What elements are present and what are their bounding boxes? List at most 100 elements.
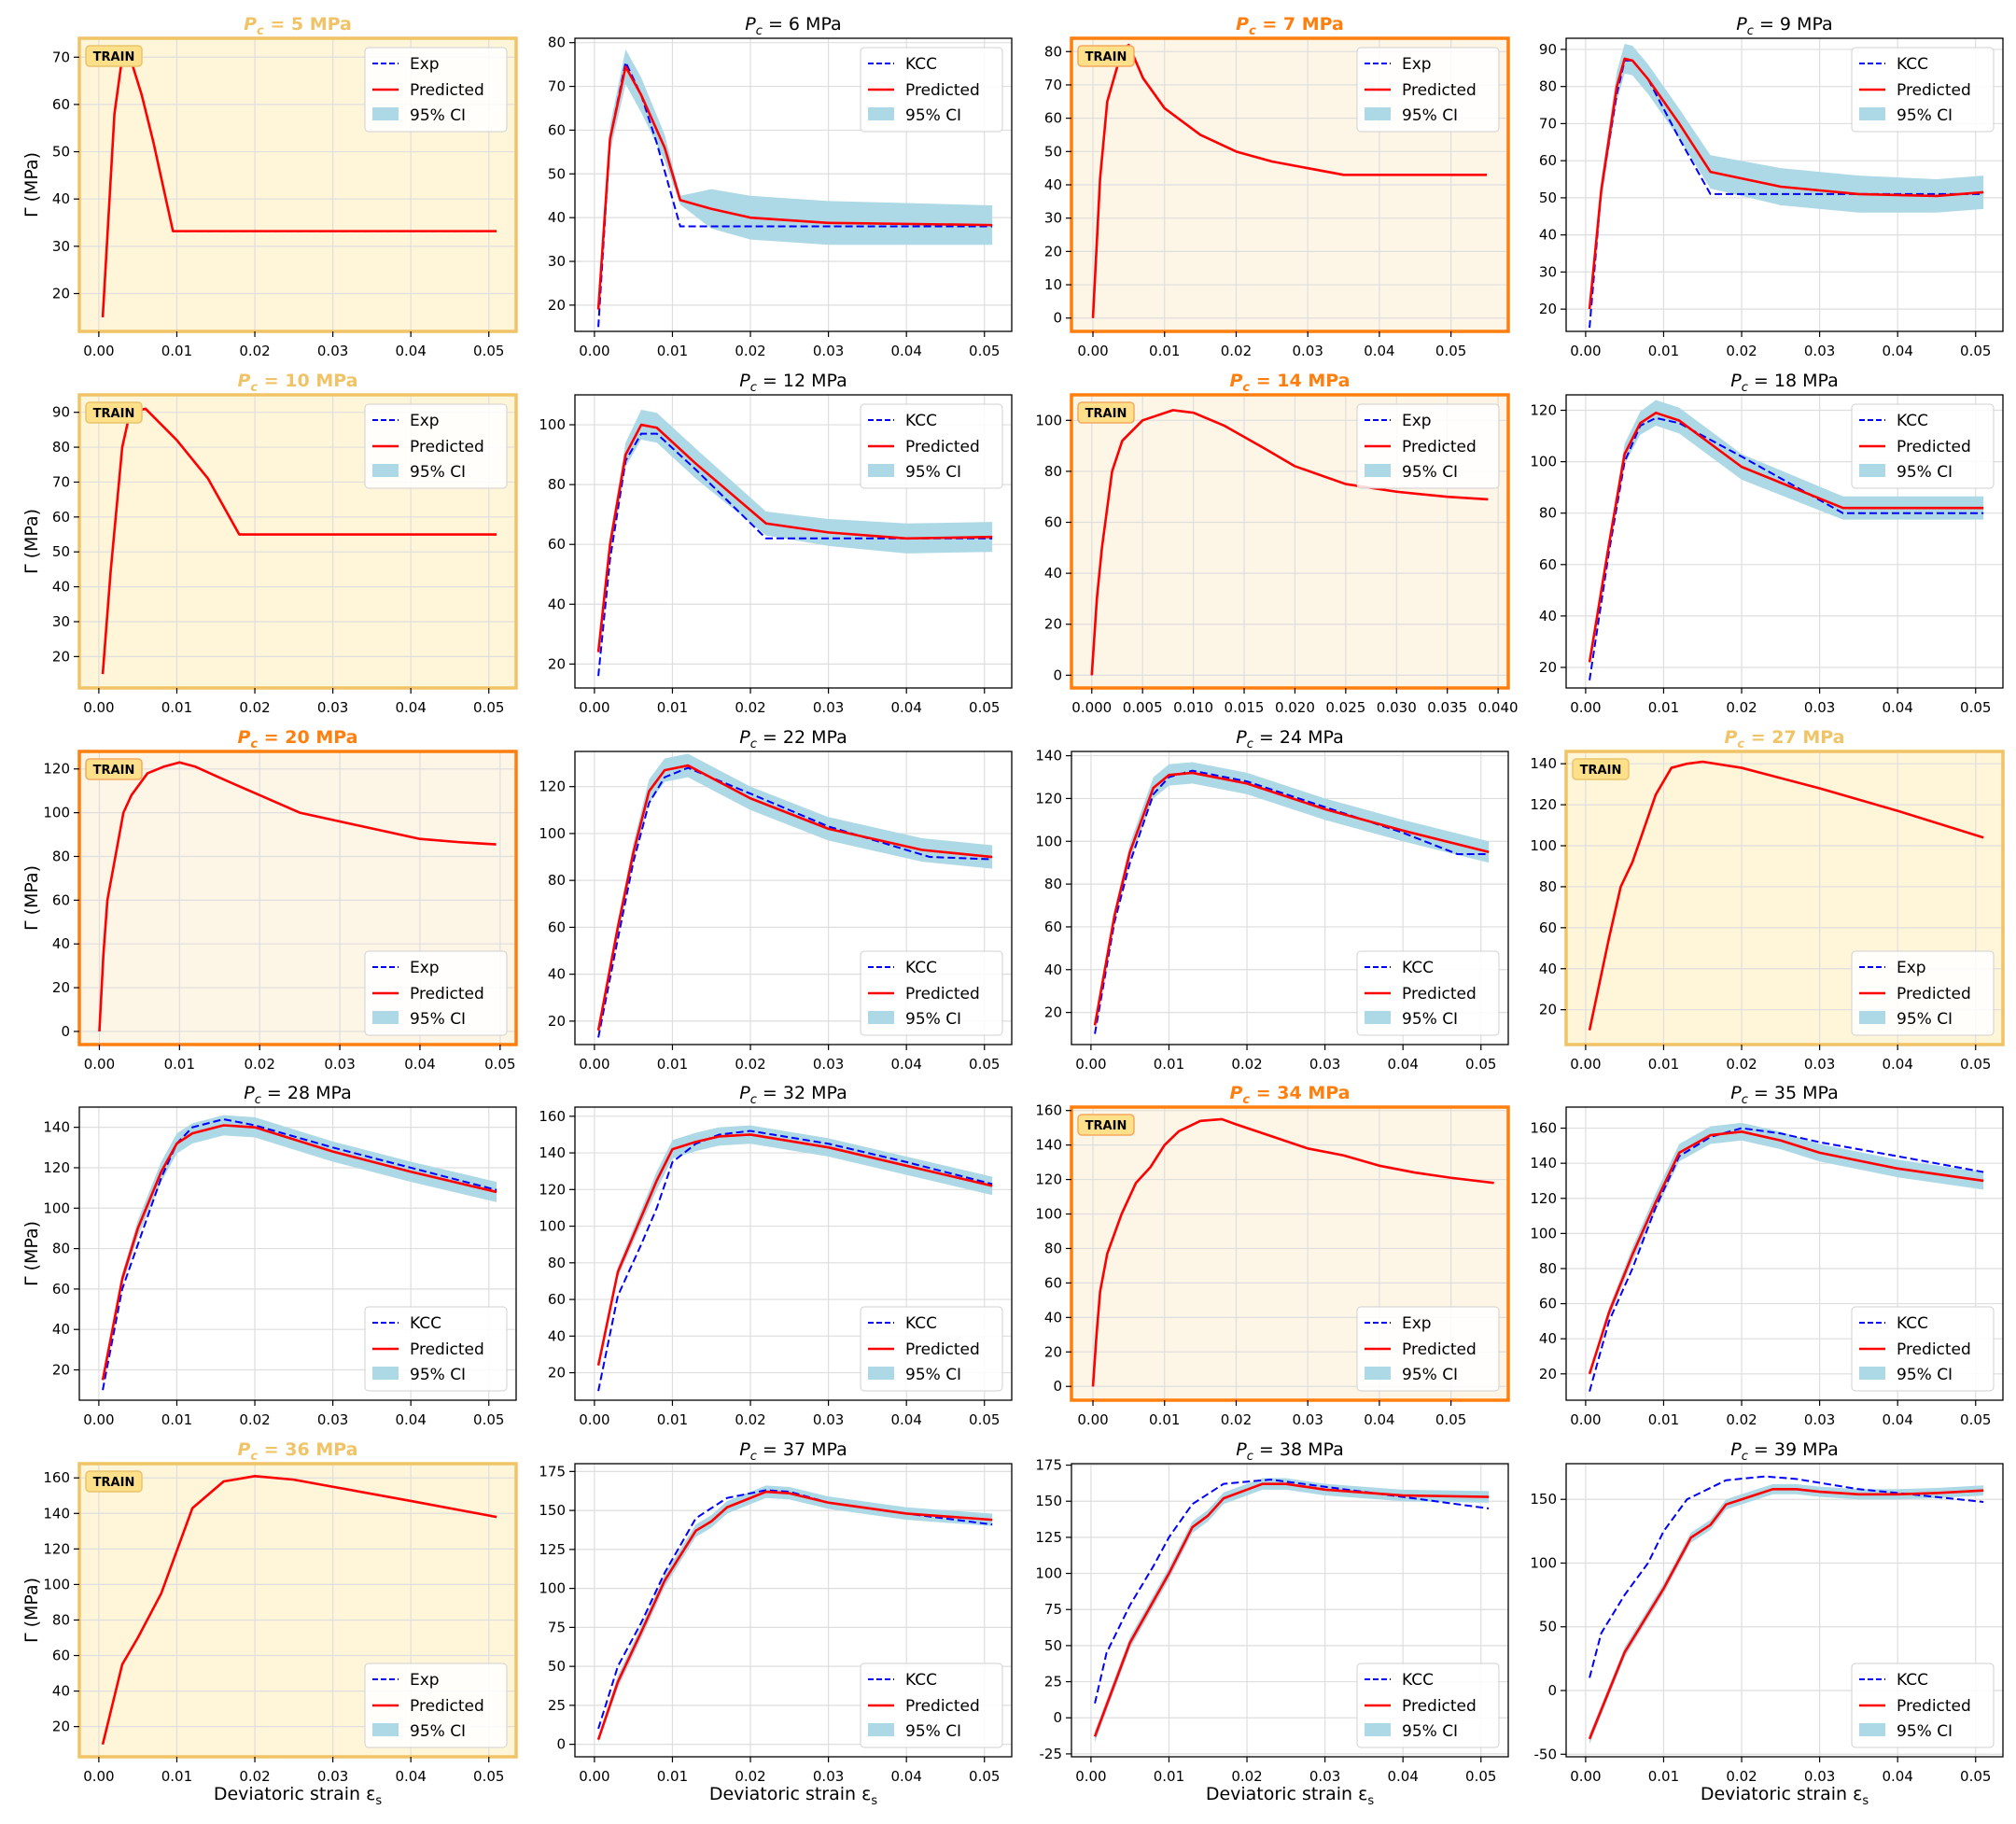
legend-ci-label: 95% CI — [905, 1366, 961, 1384]
x-tick-label: 0.02 — [735, 343, 765, 359]
x-tick-label: 0.04 — [395, 699, 426, 716]
title-subscript: c — [1249, 24, 1256, 38]
legend-ci-label: 95% CI — [905, 106, 961, 125]
y-tick-label: 20 — [52, 1362, 70, 1379]
title-symbol: P — [1236, 727, 1247, 748]
y-tick-label: 100 — [43, 805, 70, 821]
y-tick-label: 160 — [43, 1469, 70, 1486]
y-tick-label: 60 — [1539, 919, 1557, 936]
y-tick-label: 120 — [539, 779, 566, 795]
train-badge — [85, 45, 143, 67]
x-tick-label: 0.03 — [1804, 343, 1835, 359]
x-tick-label: 0.00 — [579, 1411, 609, 1428]
predicted-line — [101, 55, 497, 317]
legend-pred-label: Predicted — [1402, 1340, 1477, 1359]
legend-ci-swatch — [372, 1367, 399, 1380]
title-symbol: P — [1236, 1439, 1247, 1460]
y-tick-label: 70 — [548, 78, 566, 95]
y-tick-label: 20 — [1044, 1343, 1062, 1360]
exp-line — [597, 432, 993, 677]
legend-ci-label: 95% CI — [1402, 1722, 1458, 1741]
x-tick-label: 0.03 — [317, 699, 348, 716]
legend-exp-label: Exp — [1402, 55, 1432, 74]
legend-exp-label: KCC — [1897, 412, 1928, 430]
legend-ci-label: 95% CI — [905, 1722, 961, 1741]
y-tick-label: 0 — [61, 1023, 70, 1040]
y-axis-label: Γ (MPa) — [21, 1578, 42, 1643]
subplot-pc14: 0.000 0.005 0.010 0.015 0.020 0.025 0.030 0.035… — [1035, 371, 1518, 716]
title-symbol: P — [244, 1083, 255, 1103]
legend-exp-label: Exp — [410, 412, 440, 430]
x-tick-label: 0.01 — [657, 1768, 688, 1785]
x-tick-label: 0.03 — [1309, 1768, 1340, 1785]
legend-box — [1851, 1663, 1995, 1748]
x-tick-label: 0.03 — [317, 1411, 348, 1428]
axes-frame — [77, 1462, 518, 1759]
legend: Exp Predicted 95% CI — [1356, 403, 1500, 489]
subplot-pc20: 0.00 0.01 0.02 0.03 0.04 0.05 0 20 40 60 80 100 120 P… — [21, 727, 518, 1073]
x-tick-label: 0.03 — [317, 1768, 348, 1785]
subplot-pc5: 0.00 0.01 0.02 0.03 0.04 0.05 20 30 40 50 60 70 Pc =… — [21, 14, 518, 359]
x-tick-label: 0.04 — [1882, 1056, 1912, 1073]
y-tick-label: 120 — [1530, 1190, 1557, 1207]
legend-ci-swatch — [1859, 1367, 1885, 1380]
axes-frame — [574, 751, 1013, 1045]
subplot-title: Pc = 27 MPa — [1724, 727, 1844, 751]
title-symbol: P — [1724, 727, 1737, 748]
x-axis-label-subscript: s — [871, 1794, 877, 1808]
y-tick-label: 50 — [52, 144, 70, 161]
y-tick-label: 0 — [556, 1736, 566, 1753]
y-tick-label: 100 — [539, 416, 566, 433]
subplot-title: Pc = 28 MPa — [244, 1083, 351, 1107]
x-axis-label-subscript: s — [1862, 1794, 1869, 1808]
legend-box — [1356, 403, 1500, 489]
legend-exp-label: Exp — [410, 55, 440, 74]
y-tick-label: 60 — [1044, 919, 1062, 935]
y-tick-label: 120 — [43, 1540, 70, 1557]
title-value: = 36 MPa — [258, 1439, 357, 1460]
subplot-pc37: 0.00 0.01 0.02 0.03 0.04 0.05 0 25 50 75 100 125 150… — [539, 1439, 1013, 1808]
x-tick-label: 0.03 — [813, 1056, 844, 1073]
legend-box — [860, 950, 1003, 1036]
predicted-line — [1588, 1130, 1984, 1375]
y-tick-label: 120 — [539, 1181, 566, 1198]
y-tick-label: 140 — [539, 1144, 566, 1161]
x-tick-label: 0.01 — [1648, 343, 1679, 359]
x-tick-label: 0.01 — [1154, 1768, 1184, 1785]
x-tick-label: 0.02 — [1221, 1411, 1252, 1428]
legend-ci-label: 95% CI — [905, 463, 961, 482]
y-tick-label: 40 — [548, 596, 566, 612]
title-subscript: c — [250, 1450, 258, 1464]
train-badge — [85, 401, 143, 424]
legend-ci-swatch — [1859, 107, 1885, 120]
x-tick-label: 0.03 — [1309, 1056, 1340, 1073]
y-tick-label: 80 — [1539, 1260, 1557, 1277]
x-tick-label: 0.02 — [245, 1056, 275, 1073]
legend: KCC Predicted 95% CI — [860, 47, 1003, 133]
predicted-line — [596, 423, 993, 652]
y-tick-label: 60 — [1539, 556, 1557, 573]
title-value: = 35 MPa — [1748, 1083, 1839, 1103]
x-tick-label: 0.04 — [1882, 1411, 1912, 1428]
y-tick-label: 125 — [1035, 1529, 1062, 1546]
title-subscript: c — [1742, 381, 1748, 395]
subplot-pc39: 0.00 0.01 0.02 0.03 0.04 0.05 -50 0 50 100 150 Pc =… — [1530, 1439, 2004, 1808]
legend-ci-label: 95% CI — [1402, 106, 1458, 125]
y-tick-label: 75 — [548, 1619, 566, 1635]
title-symbol: P — [739, 371, 750, 391]
legend-exp-label: Exp — [1402, 412, 1432, 430]
y-tick-label: 40 — [1044, 565, 1062, 582]
title-symbol: P — [237, 371, 250, 391]
x-tick-label: 0.02 — [1726, 699, 1757, 716]
x-tick-label: 0.05 — [969, 343, 1000, 359]
exp-line — [1589, 1127, 1984, 1392]
y-tick-label: -50 — [1534, 1746, 1558, 1762]
subplot-pc7: 0.00 0.01 0.02 0.03 0.04 0.05 0 10 20 30 40 50 60 70 8… — [1044, 14, 1510, 359]
x-tick-label: 0.04 — [890, 1411, 921, 1428]
train-badge-label: TRAIN — [1085, 407, 1127, 421]
legend-exp-label: KCC — [1402, 959, 1434, 977]
x-tick-label: 0.05 — [969, 1056, 1000, 1073]
x-tick-label: 0.005 — [1123, 699, 1163, 716]
train-badge — [1077, 45, 1135, 67]
subplot-pc28: 0.00 0.01 0.02 0.03 0.04 0.05 20 40 60 80 100 120 14… — [21, 1083, 517, 1428]
